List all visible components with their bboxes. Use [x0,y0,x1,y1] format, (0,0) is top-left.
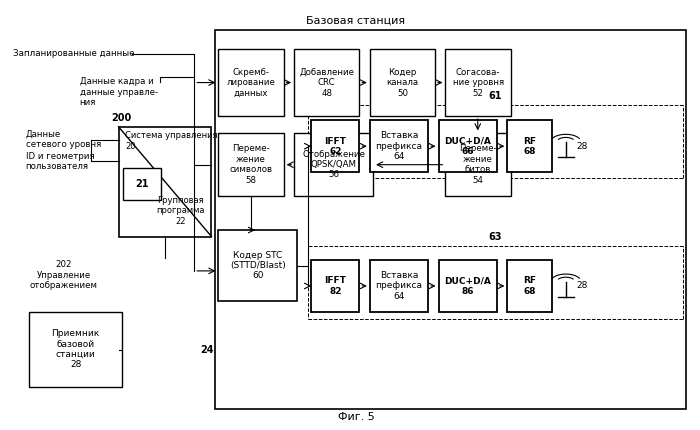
Text: Приемник
базовой
станции
28: Приемник базовой станции 28 [51,329,99,369]
FancyBboxPatch shape [215,30,686,408]
FancyBboxPatch shape [445,133,511,196]
Text: 24: 24 [200,345,214,356]
Text: Отображение
QPSK/QAM
56: Отображение QPSK/QAM 56 [302,150,365,179]
FancyBboxPatch shape [508,120,552,172]
FancyBboxPatch shape [218,230,298,301]
Text: Добавление
CRC
48: Добавление CRC 48 [299,68,354,98]
Text: RF
68: RF 68 [523,136,536,156]
Text: Фиг. 5: Фиг. 5 [337,412,374,422]
Text: Вставка
префикса
64: Вставка префикса 64 [375,271,423,301]
Text: Базовая станция: Базовая станция [307,15,405,25]
FancyBboxPatch shape [29,312,122,387]
Text: 28: 28 [576,282,587,290]
Text: Кодер STC
(STTD/Blast)
60: Кодер STC (STTD/Blast) 60 [230,251,286,280]
Text: Переме-
жение
битов
54: Переме- жение битов 54 [459,144,497,184]
Text: ID и геометрия
пользователя: ID и геометрия пользователя [26,151,94,171]
Text: 21: 21 [136,179,149,189]
Text: Запланированные данные: Запланированные данные [13,49,134,58]
Text: IFFT
82: IFFT 82 [324,276,346,296]
FancyBboxPatch shape [370,49,435,116]
Text: Скремб-
лирование
данных: Скремб- лирование данных [227,68,276,98]
Text: Кодер
канала
50: Кодер канала 50 [386,68,419,98]
FancyBboxPatch shape [370,120,428,172]
Text: 28: 28 [576,142,587,150]
FancyBboxPatch shape [508,260,552,312]
Text: Вставка
префикса
64: Вставка префикса 64 [375,131,423,161]
Text: DUC+D/A
86: DUC+D/A 86 [444,276,491,296]
Text: Данные кадра и
данные управле-
ния: Данные кадра и данные управле- ния [80,77,158,107]
FancyBboxPatch shape [123,168,161,200]
FancyBboxPatch shape [294,49,359,116]
FancyBboxPatch shape [438,260,497,312]
FancyBboxPatch shape [218,133,284,196]
Text: Переме-
жение
символов
58: Переме- жение символов 58 [230,144,272,184]
Text: Согасова-
ние уровня
52: Согасова- ние уровня 52 [452,68,504,98]
FancyBboxPatch shape [370,260,428,312]
Text: DUC+D/A
66: DUC+D/A 66 [444,136,491,156]
FancyBboxPatch shape [312,260,359,312]
Text: Данные
сетевого уровня: Данные сетевого уровня [26,130,101,150]
Text: 202
Управление
отображением: 202 Управление отображением [29,260,97,290]
Text: IFFT
62: IFFT 62 [324,136,346,156]
Text: 63: 63 [489,232,502,242]
FancyBboxPatch shape [445,49,511,116]
FancyBboxPatch shape [118,127,211,236]
FancyBboxPatch shape [438,120,497,172]
Text: RF
68: RF 68 [523,276,536,296]
Text: 200: 200 [112,113,132,123]
Text: Система управления
20: Система управления 20 [125,131,218,150]
Text: 61: 61 [489,91,502,101]
FancyBboxPatch shape [312,120,359,172]
Text: Групповая
программа
22: Групповая программа 22 [156,196,205,226]
FancyBboxPatch shape [294,133,373,196]
FancyBboxPatch shape [218,49,284,116]
